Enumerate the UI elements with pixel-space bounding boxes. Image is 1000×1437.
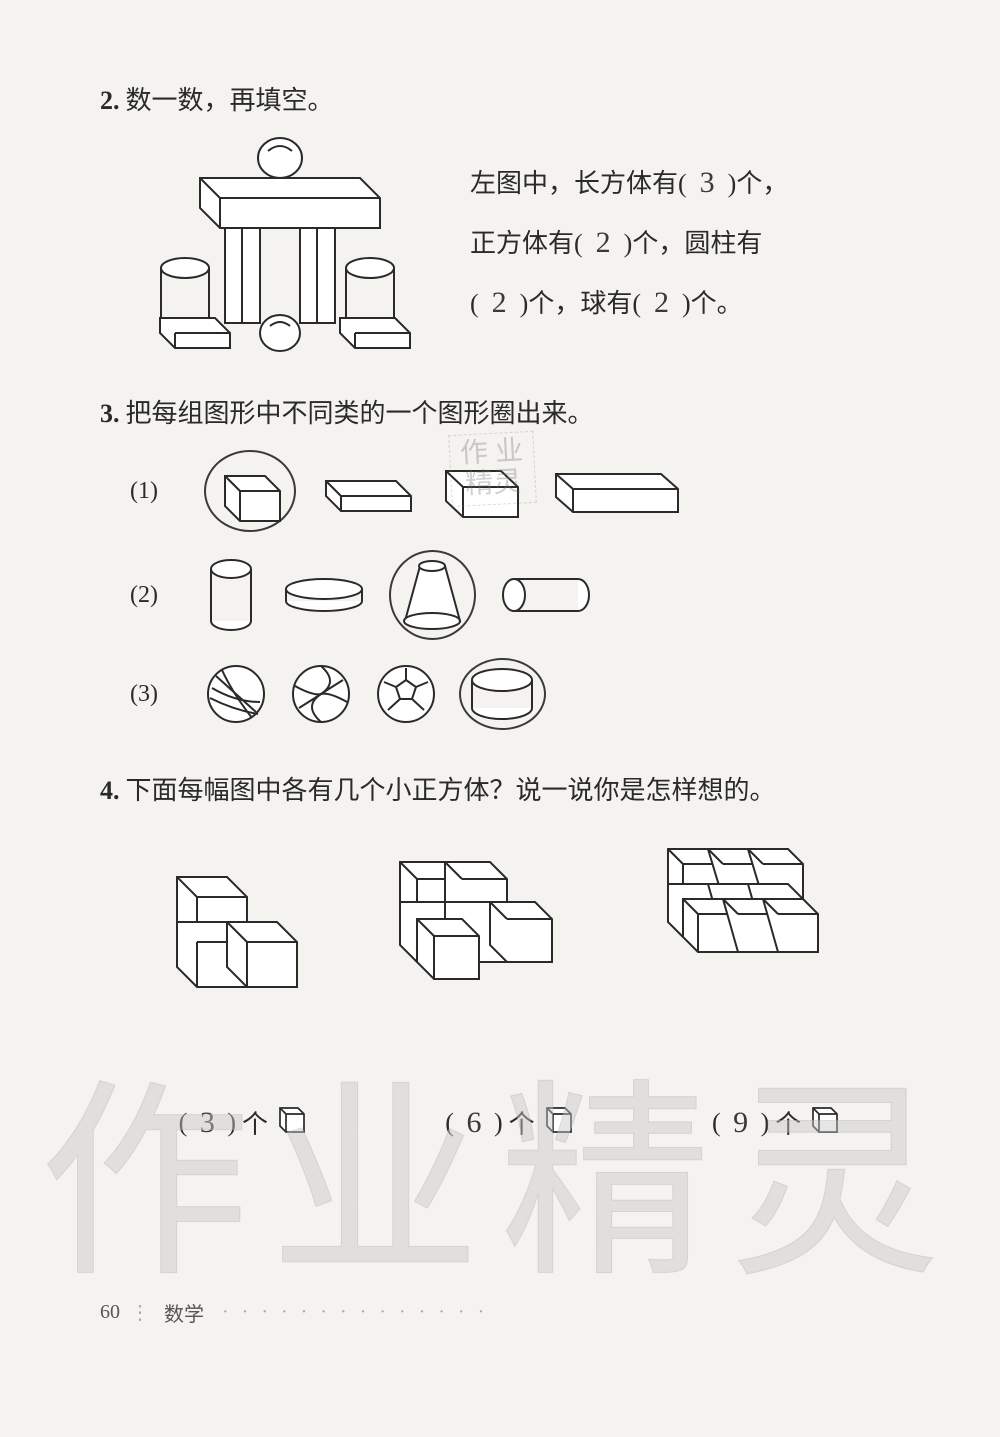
cube-icon: [807, 1102, 841, 1143]
p3-r2-shape-cylinder: [204, 555, 259, 635]
paren-open: (: [445, 1108, 454, 1138]
problem-3-title: 把每组图形中不同类的一个图形圈出来。: [126, 393, 594, 430]
footer-dots-icon: · · · · · · · · · · · · · ·: [222, 1301, 488, 1324]
p2-answer-1: 3: [693, 153, 721, 213]
page-subject: 数学: [164, 1298, 204, 1327]
problem-2-text: 左图中，长方体有( 3 )个， 正方体有( 2 )个，圆柱有 ( 2 )个，球有…: [470, 153, 788, 333]
p3-row-3-label: (3): [130, 681, 184, 708]
p3-r2-shape-cone: [389, 550, 476, 640]
p4-a1-unit: 个: [242, 1104, 268, 1141]
p3-r3-shape-ball-stripe: [204, 662, 269, 727]
p3-r3-shape-ball-volley: [289, 662, 354, 727]
paren-close: ): [494, 1108, 503, 1138]
p3-row-3: (3): [130, 658, 920, 730]
footer-dots-icon: ⋮: [130, 1300, 154, 1325]
p2-t1: 左图中，长方体有(: [470, 169, 687, 198]
p2-answer-4: 2: [648, 273, 676, 333]
p2-answer-3: 2: [485, 273, 513, 333]
paren-close: ): [227, 1108, 236, 1138]
watermark-small-l2: 精灵: [464, 466, 522, 500]
p2-t3: 正方体有(: [470, 229, 583, 258]
cube-icon: [274, 1102, 308, 1143]
page: 2. 数一数，再填空。: [0, 0, 1000, 1437]
p3-r1-shape-cuboid-long: [546, 464, 686, 519]
p4-answer-3: ( 9 ) 个: [712, 1102, 841, 1143]
problem-4-header: 4. 下面每幅图中各有几个小正方体？说一说你是怎样想的。: [100, 770, 920, 807]
p2-t4: )个，圆柱有: [624, 229, 763, 258]
p4-fig-1: [137, 857, 317, 1012]
problem-2-figure: [130, 133, 430, 353]
p4-a3-unit: 个: [775, 1104, 801, 1141]
problem-2-body: 左图中，长方体有( 3 )个， 正方体有( 2 )个，圆柱有 ( 2 )个，球有…: [100, 133, 920, 353]
problem-2-number: 2.: [100, 86, 120, 116]
p4-answer-2: ( 6 ) 个: [445, 1102, 574, 1143]
watermark-small: 作 业 精灵: [448, 431, 537, 507]
problem-4-answers: ( 3 ) 个 ( 6 ) 个: [100, 1102, 920, 1143]
p3-r2-shape-disc: [279, 575, 369, 615]
problem-4-title: 下面每幅图中各有几个小正方体？说一说你是怎样想的。: [126, 770, 776, 807]
p3-r1-shape-cuboid-flat: [316, 466, 416, 516]
p3-r1-shape-cube: [204, 450, 296, 532]
cube-icon: [541, 1102, 575, 1143]
p3-r3-shape-ball-soccer: [374, 662, 439, 727]
p3-row-2: (2): [130, 550, 920, 640]
p3-r2-shape-capsule: [496, 573, 596, 618]
p2-t6: )个，球有(: [520, 289, 641, 318]
problem-4: 4. 下面每幅图中各有几个小正方体？说一说你是怎样想的。: [100, 770, 920, 1143]
p3-r3-shape-short-cylinder: [459, 658, 546, 730]
p4-a2-value: 6: [460, 1106, 488, 1140]
problem-3-number: 3.: [100, 399, 120, 429]
p2-t2: )个，: [728, 169, 789, 198]
problem-2-header: 2. 数一数，再填空。: [100, 80, 920, 117]
problem-4-number: 4.: [100, 776, 120, 806]
paren-close: ): [761, 1108, 770, 1138]
p4-fig-3: [643, 837, 883, 1012]
p2-answer-2: 2: [589, 213, 617, 273]
paren-open: (: [712, 1108, 721, 1138]
page-footer: 60 ⋮ 数学 · · · · · · · · · · · · · ·: [100, 1298, 488, 1327]
p4-a1-value: 3: [193, 1106, 221, 1140]
p3-row-2-label: (2): [130, 582, 184, 609]
p2-t7: )个。: [682, 289, 743, 318]
watermark-small-l1: 作 业: [459, 435, 524, 469]
problem-3: 3. 把每组图形中不同类的一个图形圈出来。 作 业 精灵 (1): [100, 393, 920, 730]
page-number: 60: [100, 1301, 120, 1324]
problem-2: 2. 数一数，再填空。: [100, 80, 920, 353]
problem-2-title: 数一数，再填空。: [126, 80, 334, 117]
p4-fig-2: [370, 847, 590, 1012]
p4-a2-unit: 个: [509, 1104, 535, 1141]
problem-3-header: 3. 把每组图形中不同类的一个图形圈出来。: [100, 393, 920, 430]
p3-row-1-label: (1): [130, 478, 184, 505]
p4-answer-1: ( 3 ) 个: [179, 1102, 308, 1143]
p2-t5: (: [470, 289, 479, 318]
paren-open: (: [179, 1108, 188, 1138]
problem-4-figures: [100, 837, 920, 1012]
p4-a3-value: 9: [727, 1106, 755, 1140]
